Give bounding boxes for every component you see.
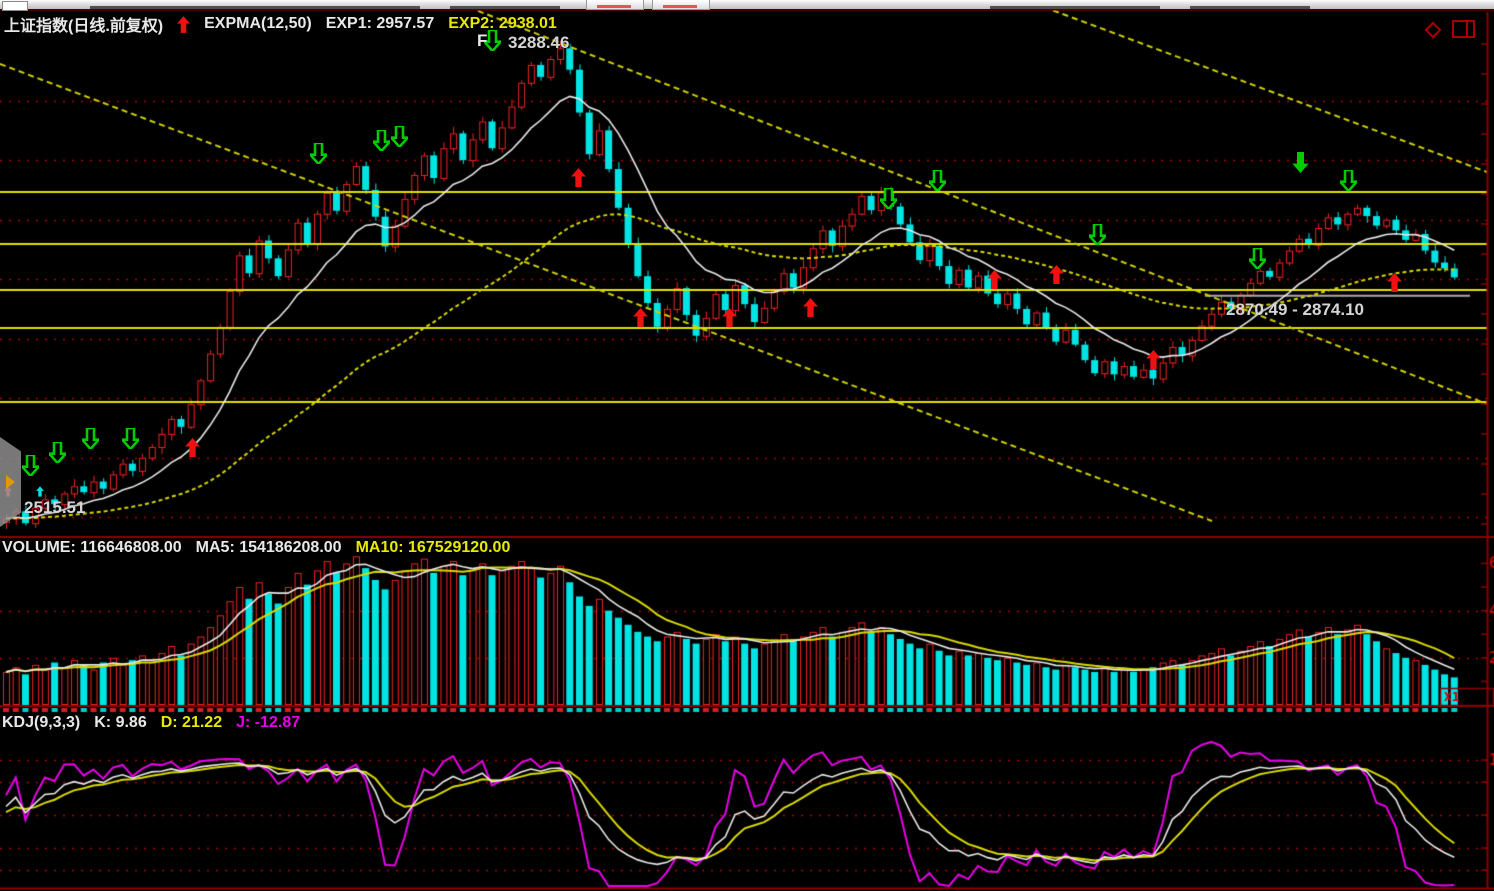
app-system-icon[interactable] [2, 1, 28, 11]
exp2-value: EXP2: 2938.01 [448, 15, 557, 32]
chart-title: 上证指数(日线.前复权) [4, 18, 164, 35]
volume-ma10-value: MA10: 167529120.00 [355, 539, 511, 556]
sell-signal-arrow [481, 28, 503, 53]
sell-signal-arrow [79, 426, 101, 451]
buy-signal-arrow [986, 270, 1002, 289]
buy-signal-arrow [721, 308, 737, 327]
menu-items-cropped[interactable] [1190, 6, 1310, 9]
kdj-k-value: K: 9.86 [94, 714, 147, 731]
sell-signal-arrow [1086, 222, 1108, 247]
menu-items-cropped[interactable] [990, 6, 1160, 9]
side-drawer-handle[interactable] [0, 437, 21, 527]
sell-signal-arrow [307, 141, 329, 166]
volume-ma5-value: MA5: 154186208.00 [195, 539, 342, 556]
sell-signal-arrow [46, 440, 68, 465]
kdj-label[interactable]: KDJ(9,3,3) [2, 714, 81, 731]
range-price-label: 2870.49 - 2874.10 [1226, 300, 1365, 319]
peak-price-label: 3288.46 [508, 33, 570, 52]
main-chart-header: 上证指数(日线.前复权) EXPMA(12,50) EXP1: 2957.57 … [4, 12, 557, 36]
sell-signal-solid-arrow [1291, 152, 1309, 173]
buy-signal-arrow [632, 308, 648, 327]
quote-button-2[interactable] [652, 0, 710, 10]
volume-value: VOLUME: 116646808.00 [2, 539, 182, 556]
buy-signal-tiny-arrow [36, 486, 44, 497]
quote-button-1[interactable] [586, 0, 644, 10]
buy-signal-arrow [802, 298, 818, 317]
menu-item-cropped[interactable] [450, 6, 560, 9]
sell-signal-arrow [19, 453, 41, 478]
sell-signal-arrow [370, 128, 392, 153]
indicator-label[interactable]: EXPMA(12,50) [204, 15, 312, 32]
peak-flag-label: F [477, 31, 488, 50]
split-window-icon[interactable] [1452, 20, 1476, 39]
low-price-label: 2515.51 [24, 498, 86, 517]
buy-signal-arrow [184, 438, 200, 457]
kdj-j-value: J: -12.87 [236, 714, 301, 731]
diamond-tool-icon[interactable] [1424, 21, 1442, 39]
buy-signal-arrow [1145, 350, 1161, 369]
sell-signal-arrow [877, 186, 899, 211]
menu-bar[interactable] [0, 0, 1494, 11]
sell-signal-arrow [1246, 246, 1268, 271]
buy-signal-arrow [570, 168, 586, 187]
expand-arrow-icon [6, 475, 15, 489]
kdj-d-value: D: 21.22 [160, 714, 223, 731]
kdj-header: KDJ(9,3,3) K: 9.86 D: 21.22 J: -12.87 [2, 714, 300, 732]
sell-signal-arrow [926, 168, 948, 193]
expma-up-arrow-icon [177, 15, 191, 33]
sell-signal-arrow [388, 124, 410, 149]
exp1-value: EXP1: 2957.57 [325, 15, 435, 32]
buy-signal-arrow [1048, 265, 1064, 284]
sell-signal-arrow [119, 426, 141, 451]
volume-header: VOLUME: 116646808.00 MA5: 154186208.00 M… [2, 539, 510, 557]
sell-signal-arrow [1337, 168, 1359, 193]
menu-items-cropped[interactable] [90, 6, 420, 9]
buy-signal-arrow [1386, 273, 1402, 292]
